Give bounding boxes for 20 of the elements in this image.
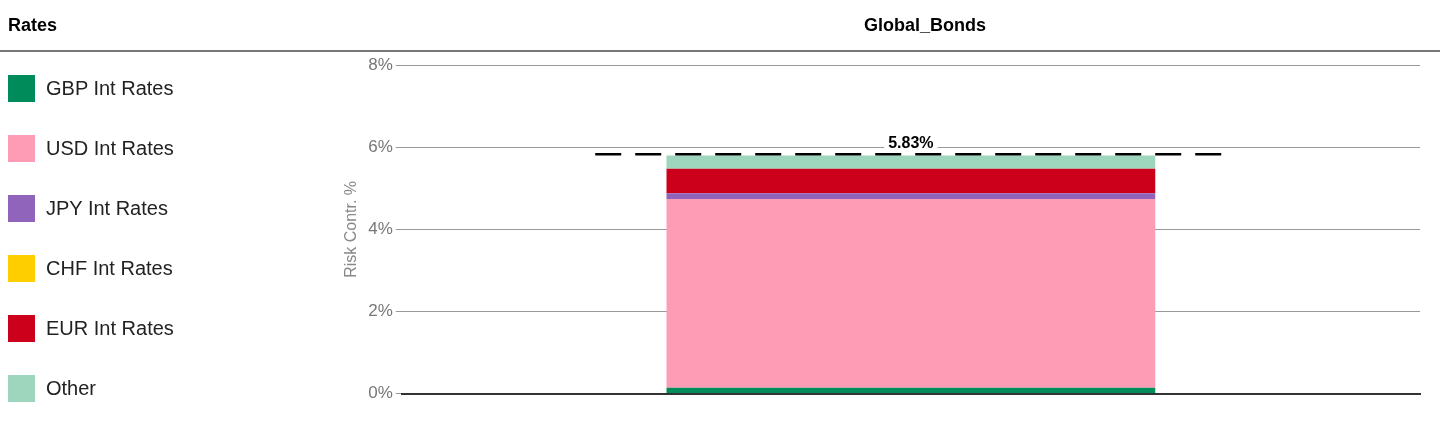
- y-tick-label: 2%: [368, 301, 393, 321]
- y-axis-title: Risk Contr. %: [342, 180, 360, 278]
- legend-label: USD Int Rates: [46, 136, 174, 160]
- bar: [666, 387, 1156, 394]
- bar: [666, 199, 1156, 388]
- legend-label: JPY Int Rates: [46, 196, 168, 220]
- y-tick-label: 8%: [368, 54, 393, 74]
- legend-label: GBP Int Rates: [46, 76, 174, 100]
- legend-label: Other: [46, 376, 97, 400]
- chart-title: Global_Bonds: [863, 14, 986, 35]
- legend-label: CHF Int Rates: [46, 256, 173, 280]
- y-tick-label: 6%: [368, 136, 393, 156]
- bar: [666, 193, 1156, 200]
- bar: [666, 168, 1156, 194]
- bar: [666, 155, 1156, 169]
- ref-line-label: 5.83%: [888, 133, 934, 151]
- y-tick-label: 4%: [368, 219, 393, 239]
- legend-label: EUR Int Rates: [46, 316, 174, 340]
- legend-title: Rates: [8, 14, 58, 35]
- y-tick-label: 0%: [368, 383, 393, 403]
